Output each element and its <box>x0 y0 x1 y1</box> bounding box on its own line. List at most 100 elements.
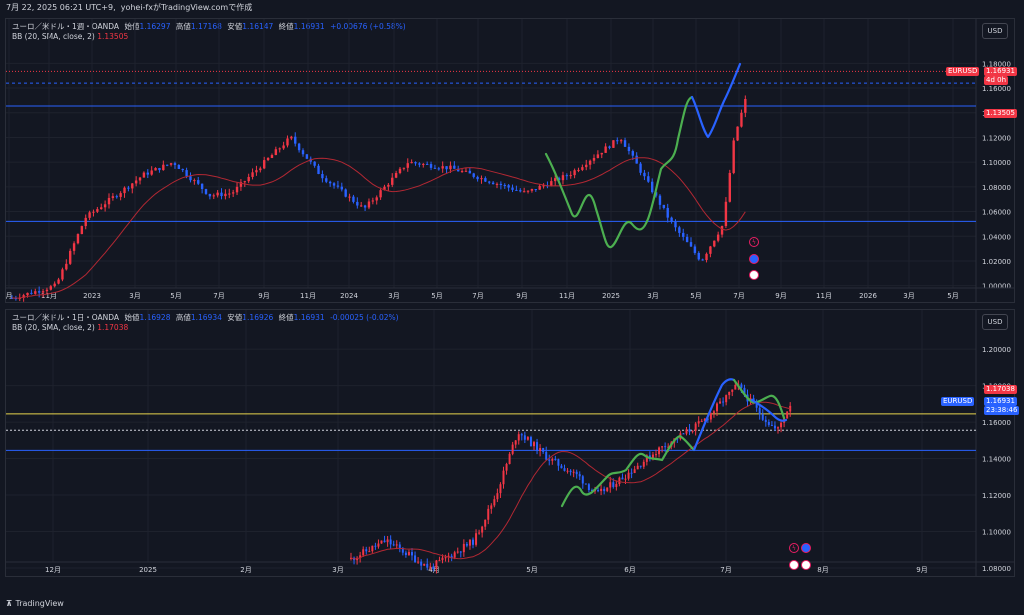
candle-body <box>565 175 569 177</box>
candle-body <box>685 236 689 243</box>
weekly-chart-canvas[interactable]: 1.180001.160001.140001.120001.100001.080… <box>6 19 1014 302</box>
candle-body <box>404 552 407 555</box>
candle-body <box>588 160 592 165</box>
candle-body <box>96 209 99 212</box>
event-flag-icon[interactable] <box>789 560 799 570</box>
event-flash-icon[interactable]: ϟ <box>749 237 759 247</box>
countdown-tag: 4d 0h <box>984 76 1009 85</box>
candle-body <box>713 240 716 247</box>
price-tick-label: 1.16000 <box>982 419 1011 427</box>
candle-body <box>585 164 588 168</box>
candle-body <box>551 458 554 461</box>
candle-body <box>401 548 404 553</box>
candle-body <box>239 182 243 187</box>
candle-body <box>716 234 720 241</box>
close-value: 1.16931 <box>293 313 325 322</box>
time-tick-label: 9月 <box>916 566 927 574</box>
symbol-label[interactable]: ユーロ／米ドル・1日・OANDA <box>12 313 120 322</box>
candle-body <box>561 175 565 181</box>
close-label: 終値 <box>278 22 294 31</box>
candle-body <box>514 440 517 445</box>
candle-body <box>379 190 382 198</box>
low-value: 1.16926 <box>242 313 274 322</box>
weekly-chart-pane[interactable]: ユーロ／米ドル・1週・OANDA 始値1.16297 高値1.17168 安値1… <box>5 18 1017 303</box>
candle-body <box>719 401 722 404</box>
event-flag-icon[interactable] <box>801 560 811 570</box>
brand-name[interactable]: TradingView <box>15 599 64 608</box>
candle-body <box>411 552 413 556</box>
candle-body <box>627 146 631 152</box>
wave-drawing <box>560 434 696 508</box>
candle-body <box>22 295 25 298</box>
event-globe-icon[interactable] <box>801 543 811 553</box>
time-tick-label: 9月 <box>258 292 269 300</box>
candle-body <box>606 487 609 492</box>
candle-body <box>429 566 432 568</box>
candle-body <box>115 196 118 198</box>
candle-body <box>407 552 410 555</box>
candle-body <box>688 429 691 432</box>
candle-body <box>344 189 347 197</box>
candle-body <box>425 163 429 165</box>
candle-body <box>542 185 545 187</box>
price-tick-label: 1.12000 <box>982 134 1011 142</box>
candle-body <box>441 557 444 561</box>
candle-body <box>380 540 383 544</box>
candle-body <box>362 549 365 556</box>
candle-body <box>728 391 731 396</box>
candle-body <box>554 178 557 182</box>
daily-chart-canvas[interactable]: 1.200001.180001.160001.140001.120001.100… <box>6 310 1014 576</box>
candle-body <box>282 145 285 149</box>
symbol-label[interactable]: ユーロ／米ドル・1週・OANDA <box>12 22 120 31</box>
candle-body <box>578 474 581 477</box>
time-tick-label: 月 <box>6 292 13 300</box>
price-tick-label: 1.18000 <box>982 60 1011 68</box>
candle-body <box>538 185 541 190</box>
currency-button[interactable]: USD <box>982 314 1008 330</box>
candle-body <box>490 505 493 509</box>
candle-body <box>508 453 511 464</box>
candle-body <box>278 148 281 150</box>
candle-body <box>709 413 712 420</box>
candle-body <box>700 420 703 422</box>
candle-body <box>69 250 72 264</box>
bb-legend[interactable]: BB (20, SMA, close, 2) 1.13505 <box>12 32 128 42</box>
candle-body <box>30 292 33 294</box>
candle-body <box>526 437 529 440</box>
candle-body <box>365 549 368 552</box>
event-flash-icon[interactable]: ϟ <box>789 543 799 553</box>
candle-body <box>224 193 227 197</box>
candle-body <box>507 185 510 188</box>
candle-body <box>228 193 231 195</box>
tradingview-logo-icon[interactable]: ⊼ <box>6 599 13 608</box>
candle-body <box>146 172 149 175</box>
price-tick-label: 1.02000 <box>982 258 1011 266</box>
candle-body <box>770 424 773 426</box>
time-tick-label: 2024 <box>340 292 358 300</box>
candle-body <box>542 448 545 452</box>
event-flag-icon[interactable] <box>749 270 759 280</box>
candle-body <box>290 136 293 139</box>
candle-body <box>450 555 453 558</box>
daily-chart-pane[interactable]: ユーロ／米ドル・1日・OANDA 始値1.16928 高値1.16934 安値1… <box>5 309 1020 577</box>
candle-body <box>724 201 728 227</box>
candle-body <box>418 163 421 165</box>
candle-body <box>603 488 606 492</box>
candle-body <box>658 447 661 455</box>
candle-body <box>332 183 336 186</box>
candle-body <box>487 508 490 520</box>
bb-price-tag: 1.13505 <box>984 109 1017 118</box>
currency-button[interactable]: USD <box>982 23 1008 39</box>
candle-body <box>728 172 731 202</box>
event-globe-icon[interactable] <box>749 254 759 264</box>
candle-body <box>693 246 697 253</box>
candle-body <box>633 469 636 474</box>
candle-body <box>386 539 389 543</box>
time-tick-label: 9月 <box>516 292 527 300</box>
bb-value: 1.13505 <box>97 32 129 41</box>
candle-body <box>755 403 758 408</box>
candle-body <box>453 165 456 169</box>
high-value: 1.16934 <box>190 313 222 322</box>
candle-body <box>177 164 181 169</box>
price-tick-label: 1.08000 <box>982 184 1011 192</box>
